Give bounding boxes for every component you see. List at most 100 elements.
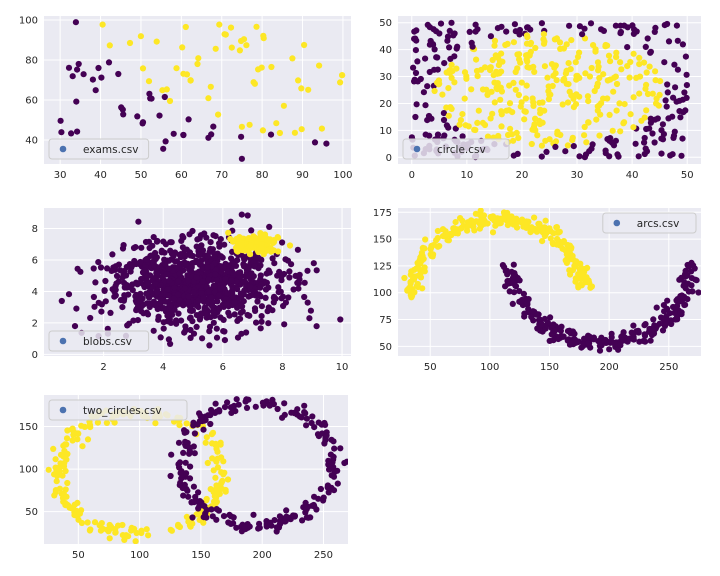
data-point [238,123,245,130]
data-point [516,288,523,295]
data-point [278,273,285,280]
data-point [151,274,158,281]
y-tick-label: 40 [25,136,38,147]
data-point [565,60,572,67]
data-point [252,403,259,410]
data-point [630,336,637,343]
data-point [515,91,523,99]
data-point [604,77,611,84]
data-point [445,85,452,92]
y-tick-label: 4 [32,287,38,298]
data-point [477,208,484,214]
data-point [264,237,271,244]
data-point [401,274,408,282]
data-point [320,497,327,504]
data-point [315,495,322,502]
data-point [556,39,564,46]
data-point [136,297,143,304]
data-point [170,252,177,259]
data-point [285,294,292,301]
data-point [431,87,438,95]
data-point [510,261,517,268]
data-point [424,21,431,28]
data-point [662,321,669,328]
data-point [511,21,518,28]
data-point [160,325,167,332]
legend-label: two_circles.csv [83,405,162,417]
data-point [74,66,81,73]
legend: circle.csv [402,138,510,160]
data-point [541,232,549,240]
data-point [544,319,552,326]
data-point [521,116,528,123]
data-point [556,228,563,235]
data-point [494,215,501,222]
data-point [119,106,126,113]
data-point [607,58,614,65]
data-point [447,55,454,63]
data-point [445,124,452,131]
data-point [651,139,658,146]
data-point [306,315,313,322]
data-point [662,97,669,104]
data-point [86,527,93,534]
scatter-series [401,208,701,354]
data-point [489,56,496,64]
data-point [613,107,620,114]
data-point [286,268,293,275]
data-point [235,315,242,323]
data-point [45,466,52,473]
data-point [524,24,531,31]
data-point [683,82,691,89]
data-point [302,410,309,417]
data-point [632,140,639,147]
data-point [677,114,684,121]
data-point [494,25,501,32]
data-point [604,42,611,49]
data-point [125,533,132,540]
data-point [646,63,653,70]
data-point [659,327,667,334]
data-point [296,271,303,278]
data-point [613,80,621,88]
data-point [649,90,656,97]
data-point [452,125,459,132]
data-point [505,278,512,285]
data-point [217,253,225,260]
data-point [125,291,132,298]
data-point [581,335,588,342]
data-point [63,441,70,448]
data-point [213,516,220,523]
data-point [217,439,224,446]
data-point [439,226,447,233]
x-tick-label: 200 [600,362,619,373]
data-point [231,311,238,318]
data-point [255,525,262,532]
data-point [165,265,172,272]
data-point [449,68,456,75]
data-point [679,135,686,142]
data-point [411,28,418,35]
data-point [273,524,280,531]
x-tick-label: 100 [130,550,149,561]
data-point [506,288,513,295]
data-point [516,26,524,34]
data-point [547,314,554,321]
data-point [95,299,102,306]
data-point [185,298,192,306]
data-point [515,134,522,142]
data-point [630,30,638,37]
legend: two_circles.csv [48,399,188,421]
data-point [228,277,235,284]
data-point [422,102,429,109]
data-point [204,253,211,260]
data-point [658,150,665,157]
data-point [451,79,458,86]
data-point [337,445,344,452]
data-point [234,286,241,293]
x-tick-label: 10 [336,362,349,373]
data-point [612,22,620,29]
y-tick-label: 100 [373,288,392,299]
data-point [316,62,323,69]
subplot-3: 2 4 6 8 10 0 2 4 6 8 blobs.csv [32,208,351,373]
